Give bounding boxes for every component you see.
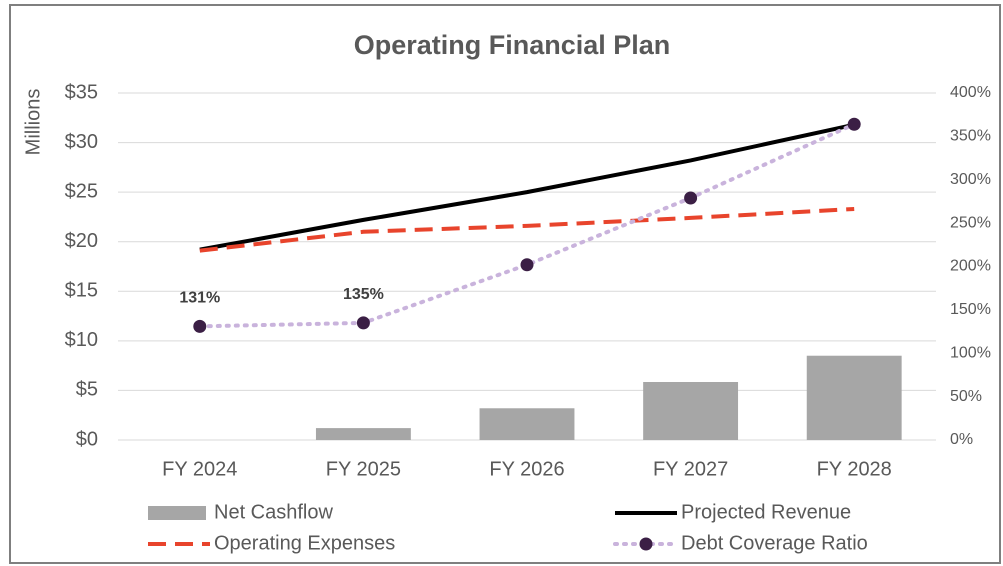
bar xyxy=(806,355,902,440)
legend-swatch xyxy=(148,506,206,520)
y-axis-label: Millions xyxy=(22,89,44,156)
line xyxy=(199,122,855,252)
y2-tick-label: 0% xyxy=(950,431,973,448)
data-label: 135% xyxy=(343,286,384,303)
y2-tick-label: 300% xyxy=(950,171,991,188)
x-tick-label: FY 2028 xyxy=(817,458,892,480)
bar xyxy=(315,428,411,440)
chart-frame xyxy=(9,4,1001,564)
legend-marker xyxy=(639,537,653,551)
y2-tick-label: 150% xyxy=(950,301,991,318)
y-tick-label: $20 xyxy=(65,230,98,252)
legend-label: Net Cashflow xyxy=(214,501,333,523)
x-tick-label: FY 2025 xyxy=(326,458,401,480)
bar xyxy=(643,382,739,440)
y2-tick-label: 100% xyxy=(950,344,991,361)
bar xyxy=(479,408,575,440)
y-tick-label: $35 xyxy=(65,81,98,103)
legend-label: Debt Coverage Ratio xyxy=(681,532,868,554)
y2-tick-label: 250% xyxy=(950,214,991,231)
y2-tick-label: 400% xyxy=(950,84,991,101)
y-tick-label: $30 xyxy=(65,131,98,153)
y2-tick-label: 200% xyxy=(950,258,991,275)
marker xyxy=(193,319,207,333)
y-tick-label: $10 xyxy=(65,329,98,351)
y2-tick-label: 350% xyxy=(950,128,991,145)
data-label: 131% xyxy=(179,290,220,307)
x-tick-label: FY 2027 xyxy=(653,458,728,480)
line xyxy=(199,206,855,253)
marker xyxy=(684,191,698,205)
y-tick-label: $15 xyxy=(65,280,98,302)
legend-label: Operating Expenses xyxy=(214,532,395,554)
line xyxy=(197,122,857,329)
chart-title: Operating Financial Plan xyxy=(354,30,671,60)
x-tick-label: FY 2026 xyxy=(489,458,564,480)
y-tick-label: $25 xyxy=(65,180,98,202)
marker xyxy=(356,316,370,330)
y-tick-label: $5 xyxy=(76,379,98,401)
marker xyxy=(847,117,861,131)
y-tick-label: $0 xyxy=(76,428,98,450)
y2-tick-label: 50% xyxy=(950,388,982,405)
marker xyxy=(520,258,534,272)
legend-label: Projected Revenue xyxy=(681,501,851,523)
x-tick-label: FY 2024 xyxy=(162,458,237,480)
